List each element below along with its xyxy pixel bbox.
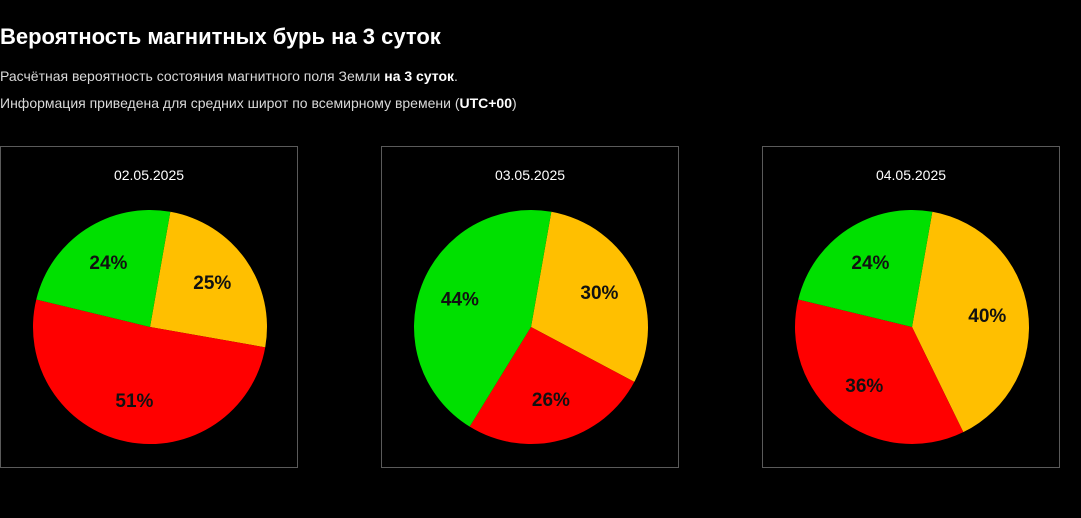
pie-slice-label: 24% (851, 253, 889, 274)
pie-chart: 25% 51% 24% (32, 210, 267, 445)
pie-card-day-2: 03.05.2025 30% 26% 44% (381, 146, 679, 468)
pie-slice-label: 26% (532, 390, 570, 411)
subtitle-line-1-prefix: Расчётная вероятность состояния магнитно… (0, 68, 385, 84)
subtitle-line-2: Информация приведена для средних широт п… (0, 94, 517, 112)
pie-slice-label: 51% (115, 391, 153, 412)
pie-card-day-3: 04.05.2025 40% 36% 24% (762, 146, 1060, 468)
pie-slice-label: 44% (441, 290, 479, 311)
subtitle-line-2-prefix: Информация приведена для средних широт п… (0, 95, 460, 111)
pie-slice (150, 211, 267, 348)
pie-slice-label: 40% (968, 306, 1006, 327)
pie-slice (531, 211, 648, 382)
pie-date: 04.05.2025 (875, 167, 947, 183)
pie-slice-label: 24% (89, 253, 127, 274)
pie-slice (912, 211, 1029, 433)
pie-slice-label: 25% (193, 273, 231, 294)
page-title: Вероятность магнитных бурь на 3 суток (0, 24, 441, 49)
subtitle-line-1-bold: на 3 суток (384, 68, 455, 84)
pie-chart: 30% 26% 44% (414, 210, 648, 444)
subtitle-line-1-suffix: . (454, 68, 458, 84)
pie-slice (794, 299, 964, 445)
subtitle-line-1: Расчётная вероятность состояния магнитно… (0, 67, 458, 85)
subtitle-line-2-bold: UTC+00 (459, 95, 513, 111)
pie-slice (469, 327, 635, 444)
subtitle-line-2-suffix: ) (512, 95, 517, 111)
pie-slice (798, 210, 933, 327)
pie-slice-label: 36% (845, 376, 883, 397)
pie-date: 02.05.2025 (113, 167, 185, 183)
pie-date: 03.05.2025 (494, 167, 566, 183)
pie-slice (32, 299, 266, 445)
pie-slice (36, 210, 171, 327)
pie-slice-label: 30% (580, 283, 618, 304)
pie-chart: 40% 36% 24% (794, 210, 1029, 445)
pie-slice (414, 210, 552, 427)
pie-card-day-1: 02.05.2025 25% 51% 24% (0, 146, 298, 468)
